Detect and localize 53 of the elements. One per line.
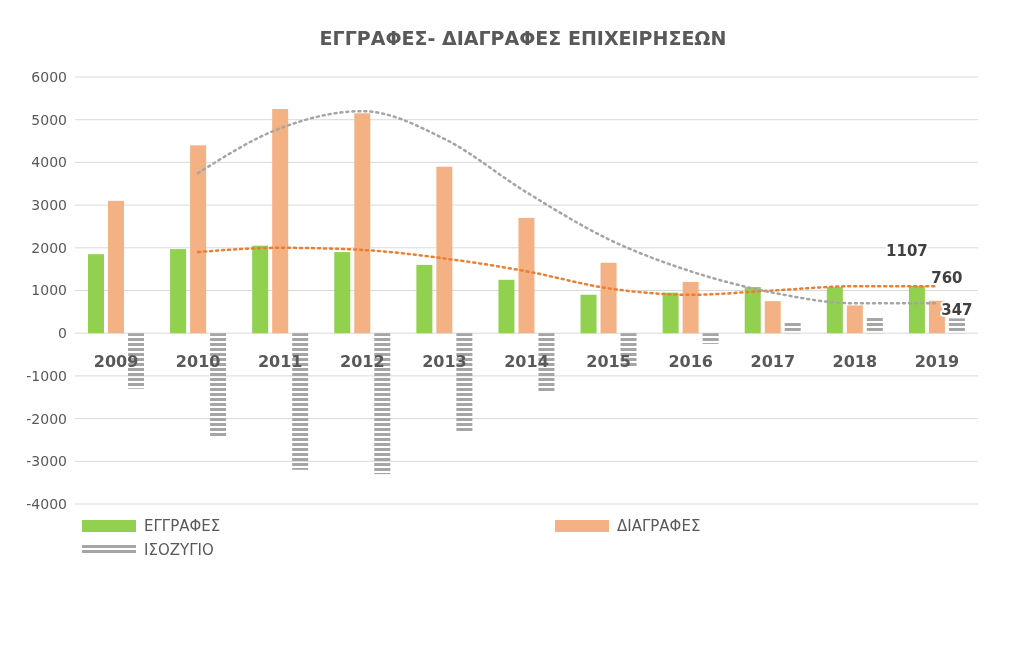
y-tick-label: -3000 bbox=[26, 453, 67, 470]
x-tick-label: 2010 bbox=[175, 352, 221, 372]
x-tick-label: 2015 bbox=[586, 352, 631, 372]
bar bbox=[498, 279, 515, 334]
legend-label: ΕΓΓΡΑΦΕΣ bbox=[144, 517, 221, 535]
bar bbox=[190, 145, 207, 334]
bar bbox=[662, 292, 679, 334]
bar bbox=[580, 294, 597, 334]
legend-label: ΔΙΑΓΡΑΦΕΣ bbox=[617, 517, 701, 535]
y-tick-label: 2000 bbox=[31, 239, 67, 256]
bar bbox=[702, 333, 719, 344]
bar bbox=[416, 264, 433, 334]
bar bbox=[866, 316, 883, 334]
bar bbox=[354, 113, 371, 334]
bar bbox=[908, 285, 925, 334]
x-tick-label: 2017 bbox=[750, 352, 796, 372]
legend-label: ΙΣΟΖΥΓΙΟ bbox=[144, 541, 214, 559]
bar bbox=[784, 322, 801, 334]
bar bbox=[744, 287, 761, 334]
bar bbox=[682, 281, 699, 334]
x-tick-label: 2018 bbox=[832, 352, 878, 372]
y-tick-label: 4000 bbox=[31, 154, 67, 171]
y-tick-label: 3000 bbox=[31, 197, 67, 214]
y-tick-label: 1000 bbox=[31, 282, 67, 299]
y-tick-label: 5000 bbox=[31, 111, 67, 128]
bar bbox=[764, 301, 781, 334]
x-tick-label: 2016 bbox=[668, 352, 713, 372]
x-tick-label: 2013 bbox=[422, 352, 467, 372]
bar bbox=[436, 166, 453, 334]
y-tick-label: 6000 bbox=[31, 68, 67, 85]
x-tick-label: 2012 bbox=[340, 352, 385, 372]
bar bbox=[846, 305, 863, 334]
data-label: 760 bbox=[931, 268, 963, 287]
bar bbox=[108, 200, 124, 334]
y-tick-label: -2000 bbox=[26, 410, 67, 427]
bar bbox=[272, 109, 289, 334]
bar bbox=[334, 252, 351, 334]
y-tick-label: -4000 bbox=[26, 495, 67, 512]
bar bbox=[518, 217, 535, 334]
bar bbox=[600, 262, 617, 334]
bar bbox=[88, 254, 104, 334]
x-tick-label: 2011 bbox=[257, 352, 303, 372]
x-tick-label: 2019 bbox=[914, 352, 960, 372]
bar bbox=[252, 245, 269, 334]
bar bbox=[170, 249, 187, 334]
y-tick-label: -1000 bbox=[26, 367, 67, 384]
y-tick-label: 0 bbox=[58, 325, 67, 342]
chart-title: ΕΓΓΡΑΦΕΣ- ΔΙΑΓΡΑΦΕΣ ΕΠΙΧΕΙΡΗΣΕΩΝ bbox=[318, 26, 728, 51]
x-tick-label: 2009 bbox=[93, 352, 139, 372]
data-label: 1107 bbox=[886, 241, 928, 260]
x-tick-label: 2014 bbox=[504, 352, 549, 372]
bar bbox=[826, 287, 843, 334]
bar bbox=[948, 318, 965, 334]
